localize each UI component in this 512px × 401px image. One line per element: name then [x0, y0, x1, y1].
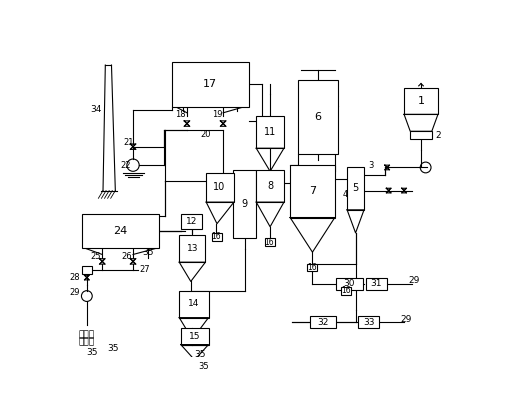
Bar: [82, 214, 159, 248]
Polygon shape: [179, 262, 205, 282]
Bar: [366, 277, 387, 290]
Bar: [256, 116, 284, 148]
Bar: [290, 165, 335, 217]
Bar: [256, 170, 284, 202]
Text: 5: 5: [352, 183, 359, 193]
Text: 8: 8: [267, 181, 273, 191]
Text: 31: 31: [371, 279, 382, 288]
Polygon shape: [256, 202, 284, 227]
Text: 21: 21: [123, 138, 134, 146]
Text: 16: 16: [307, 263, 316, 272]
Bar: [410, 131, 432, 139]
Text: 15: 15: [189, 332, 200, 340]
Text: 9: 9: [242, 198, 248, 209]
Bar: [336, 277, 362, 290]
Bar: [404, 88, 438, 114]
Text: 22: 22: [120, 161, 131, 170]
Text: 6: 6: [314, 111, 322, 122]
Text: 7: 7: [309, 186, 316, 196]
Text: 或助燃: 或助燃: [79, 338, 95, 347]
Text: 35: 35: [87, 348, 98, 357]
Text: 3: 3: [368, 162, 374, 170]
Text: 14: 14: [188, 299, 200, 308]
Bar: [310, 316, 336, 328]
Bar: [181, 328, 208, 344]
Bar: [179, 291, 208, 318]
Text: 24: 24: [114, 226, 128, 236]
Text: 35: 35: [199, 362, 209, 371]
Text: 16: 16: [265, 238, 274, 247]
Text: 34: 34: [91, 105, 102, 114]
Text: 11: 11: [264, 127, 276, 137]
Text: 17: 17: [203, 79, 217, 89]
Polygon shape: [256, 148, 284, 171]
Bar: [179, 235, 205, 262]
Text: 20: 20: [200, 130, 210, 139]
Bar: [347, 168, 364, 210]
Bar: [211, 233, 222, 241]
Polygon shape: [179, 318, 208, 339]
Text: 19: 19: [212, 110, 223, 119]
Text: 26: 26: [121, 251, 132, 261]
Bar: [181, 214, 202, 229]
Bar: [358, 316, 379, 328]
Text: 4: 4: [342, 190, 348, 199]
Text: 32: 32: [317, 318, 329, 327]
Text: 1: 1: [417, 96, 424, 106]
Polygon shape: [206, 202, 234, 224]
Polygon shape: [404, 114, 438, 131]
Text: 28: 28: [69, 273, 80, 282]
Polygon shape: [347, 210, 364, 233]
Text: 35: 35: [143, 248, 154, 257]
Text: 12: 12: [186, 217, 197, 226]
Text: 29: 29: [409, 276, 420, 285]
Text: 35: 35: [194, 350, 206, 359]
Text: 33: 33: [363, 318, 374, 327]
Text: 13: 13: [186, 244, 198, 253]
Text: 30: 30: [344, 279, 355, 288]
Text: 27: 27: [139, 265, 150, 274]
Text: 去烘干: 去烘干: [79, 330, 95, 339]
Text: 16: 16: [341, 286, 350, 295]
Bar: [341, 287, 351, 294]
Text: 35: 35: [108, 344, 119, 353]
Bar: [265, 238, 275, 246]
Bar: [206, 173, 234, 202]
Text: 29: 29: [69, 288, 80, 298]
Text: 16: 16: [211, 232, 221, 241]
Text: 25: 25: [91, 251, 101, 261]
Bar: [307, 264, 317, 271]
Bar: [233, 170, 256, 237]
Text: 2: 2: [435, 131, 441, 140]
Text: 29: 29: [401, 315, 412, 324]
Bar: [82, 266, 92, 274]
Polygon shape: [290, 217, 335, 252]
Bar: [172, 62, 248, 107]
Bar: [298, 81, 338, 154]
Polygon shape: [181, 344, 208, 360]
Text: 18: 18: [176, 110, 186, 119]
Text: 10: 10: [213, 182, 225, 192]
